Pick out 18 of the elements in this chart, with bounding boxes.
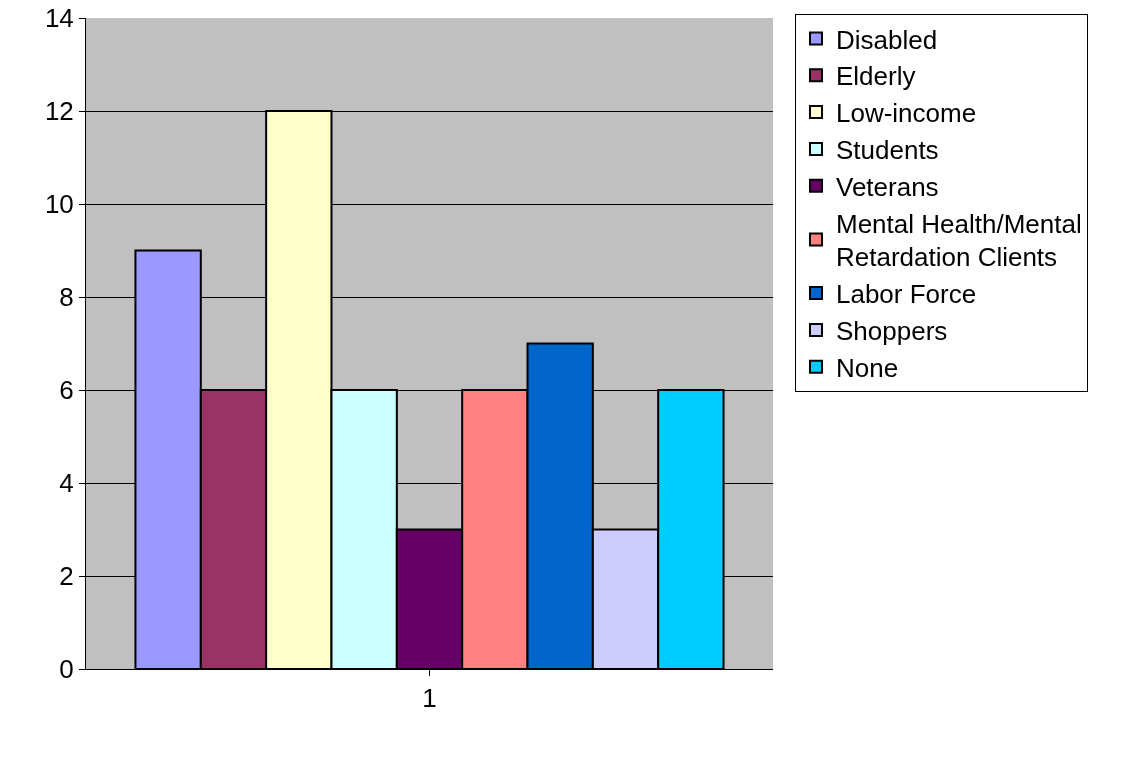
legend-label: Labor Force xyxy=(835,279,977,310)
legend-label: Disabled xyxy=(835,24,938,55)
legend-label: Students xyxy=(835,135,939,166)
legend-label: Mental Health/Mental Retardation Clients xyxy=(835,208,1082,273)
legend-label: Shoppers xyxy=(835,316,948,347)
legend-label: None xyxy=(835,352,899,383)
y-tick-label: 8 xyxy=(59,282,74,313)
y-tick-label: 4 xyxy=(59,468,74,499)
x-tick-label: 1 xyxy=(422,683,437,714)
y-tick-label: 12 xyxy=(44,96,74,127)
y-tick-label: 6 xyxy=(59,375,74,406)
legend-label: Elderly xyxy=(835,61,916,92)
y-tick-label: 0 xyxy=(59,654,74,685)
y-tick-label: 14 xyxy=(44,3,74,34)
legend-label: Veterans xyxy=(835,171,939,202)
y-tick-label: 2 xyxy=(59,561,74,592)
legend-label: Low-income xyxy=(835,98,977,129)
y-tick-label: 10 xyxy=(44,189,74,220)
